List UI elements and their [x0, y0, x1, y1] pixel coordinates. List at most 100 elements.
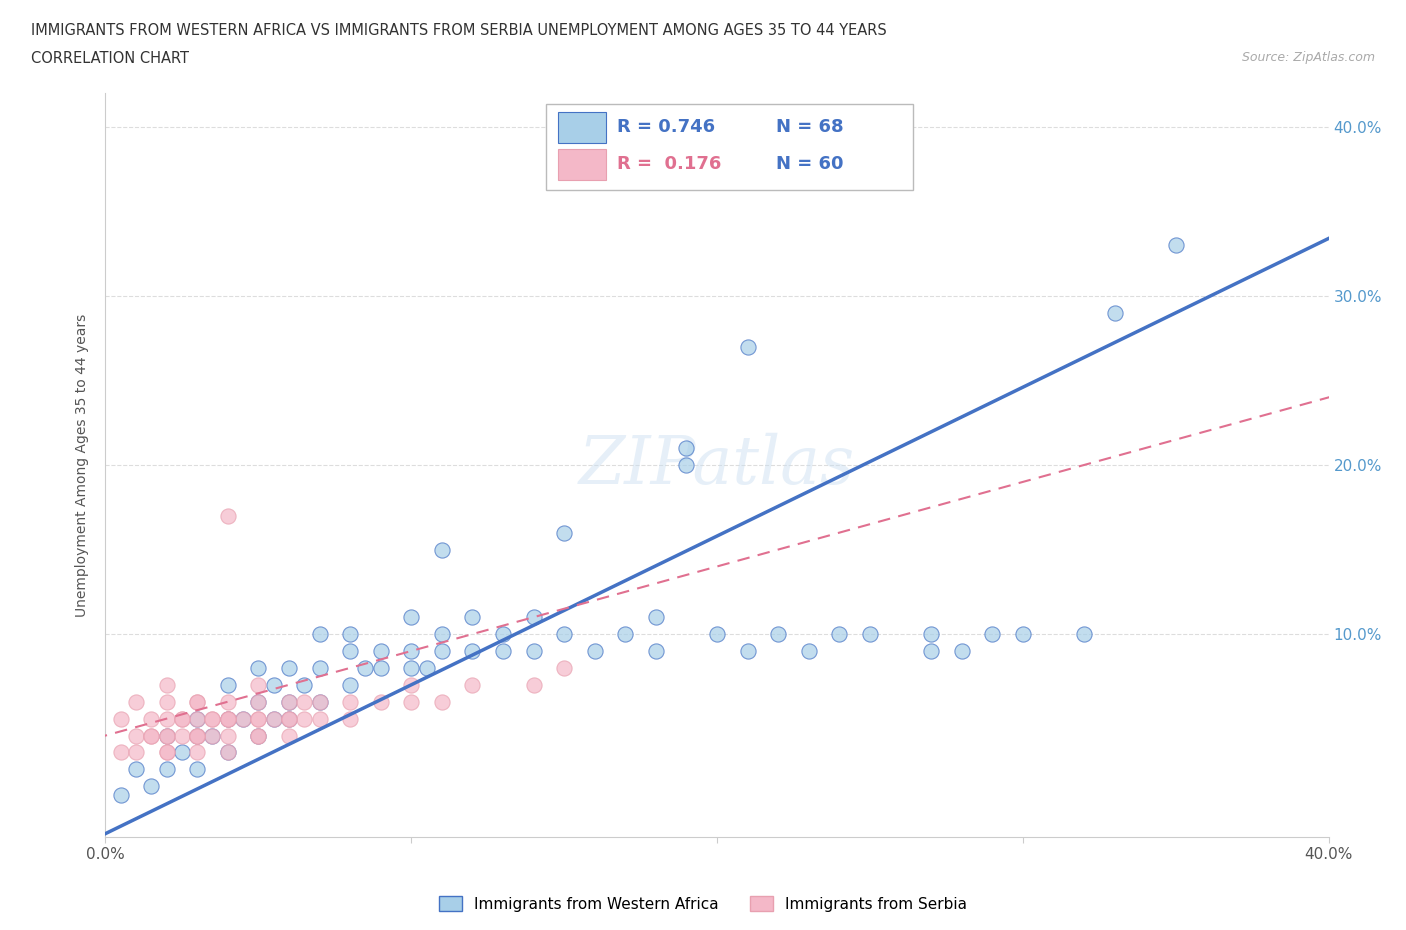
Point: [141, 728, 163, 743]
Point: [553, 660, 575, 675]
Point: [155, 745, 177, 760]
Point: [292, 677, 315, 692]
Point: [217, 728, 239, 743]
Point: [247, 728, 270, 743]
Point: [308, 695, 330, 710]
Point: [247, 660, 270, 675]
Point: [217, 509, 239, 524]
Text: ZIPatlas: ZIPatlas: [579, 432, 855, 498]
Point: [125, 695, 148, 710]
Point: [186, 728, 208, 743]
Point: [125, 745, 148, 760]
Point: [768, 627, 790, 642]
Point: [217, 745, 239, 760]
Point: [461, 644, 484, 658]
Point: [217, 711, 239, 726]
Point: [292, 695, 315, 710]
Point: [339, 644, 361, 658]
Point: [920, 644, 942, 658]
Point: [401, 677, 423, 692]
Point: [170, 745, 193, 760]
Point: [737, 339, 759, 354]
Point: [675, 441, 697, 456]
Point: [186, 695, 208, 710]
Point: [217, 711, 239, 726]
FancyBboxPatch shape: [558, 149, 606, 180]
Point: [278, 695, 301, 710]
Point: [553, 627, 575, 642]
Point: [186, 728, 208, 743]
Point: [170, 728, 193, 743]
Point: [186, 728, 208, 743]
Point: [401, 695, 423, 710]
Point: [737, 644, 759, 658]
Point: [201, 711, 224, 726]
Point: [263, 711, 285, 726]
Point: [155, 762, 177, 777]
Text: N = 60: N = 60: [776, 155, 844, 173]
Point: [339, 627, 361, 642]
Point: [278, 695, 301, 710]
Point: [492, 627, 515, 642]
Point: [492, 644, 515, 658]
Point: [308, 660, 330, 675]
Point: [110, 745, 132, 760]
Point: [155, 728, 177, 743]
Point: [217, 745, 239, 760]
Point: [706, 627, 728, 642]
Point: [461, 610, 484, 625]
Text: IMMIGRANTS FROM WESTERN AFRICA VS IMMIGRANTS FROM SERBIA UNEMPLOYMENT AMONG AGES: IMMIGRANTS FROM WESTERN AFRICA VS IMMIGR…: [31, 23, 887, 38]
Point: [247, 695, 270, 710]
Point: [217, 711, 239, 726]
Point: [232, 711, 254, 726]
Point: [141, 711, 163, 726]
Point: [523, 610, 546, 625]
Point: [553, 525, 575, 540]
Point: [186, 762, 208, 777]
Point: [186, 728, 208, 743]
Point: [354, 660, 377, 675]
Point: [125, 728, 148, 743]
Point: [155, 711, 177, 726]
Point: [920, 627, 942, 642]
Point: [232, 711, 254, 726]
Point: [461, 677, 484, 692]
Point: [201, 711, 224, 726]
Point: [201, 728, 224, 743]
Point: [278, 711, 301, 726]
Point: [1104, 305, 1126, 320]
Point: [797, 644, 820, 658]
Point: [430, 695, 453, 710]
Point: [263, 711, 285, 726]
Point: [308, 695, 330, 710]
Legend: Immigrants from Western Africa, Immigrants from Serbia: Immigrants from Western Africa, Immigran…: [433, 889, 973, 918]
Point: [278, 711, 301, 726]
Text: CORRELATION CHART: CORRELATION CHART: [31, 51, 188, 66]
Point: [401, 660, 423, 675]
Point: [430, 644, 453, 658]
Point: [247, 677, 270, 692]
Point: [370, 695, 392, 710]
Point: [523, 677, 546, 692]
Point: [583, 644, 606, 658]
Point: [155, 728, 177, 743]
Point: [141, 778, 163, 793]
Point: [523, 644, 546, 658]
Point: [141, 728, 163, 743]
Text: R = 0.746: R = 0.746: [617, 118, 714, 136]
FancyBboxPatch shape: [546, 104, 912, 190]
Point: [110, 711, 132, 726]
Point: [217, 695, 239, 710]
Point: [155, 695, 177, 710]
Point: [278, 660, 301, 675]
Point: [247, 728, 270, 743]
Point: [339, 677, 361, 692]
Text: R =  0.176: R = 0.176: [617, 155, 721, 173]
Point: [614, 627, 637, 642]
Point: [981, 627, 1004, 642]
Point: [430, 627, 453, 642]
Point: [155, 745, 177, 760]
Point: [308, 711, 330, 726]
Point: [186, 711, 208, 726]
Point: [110, 788, 132, 803]
